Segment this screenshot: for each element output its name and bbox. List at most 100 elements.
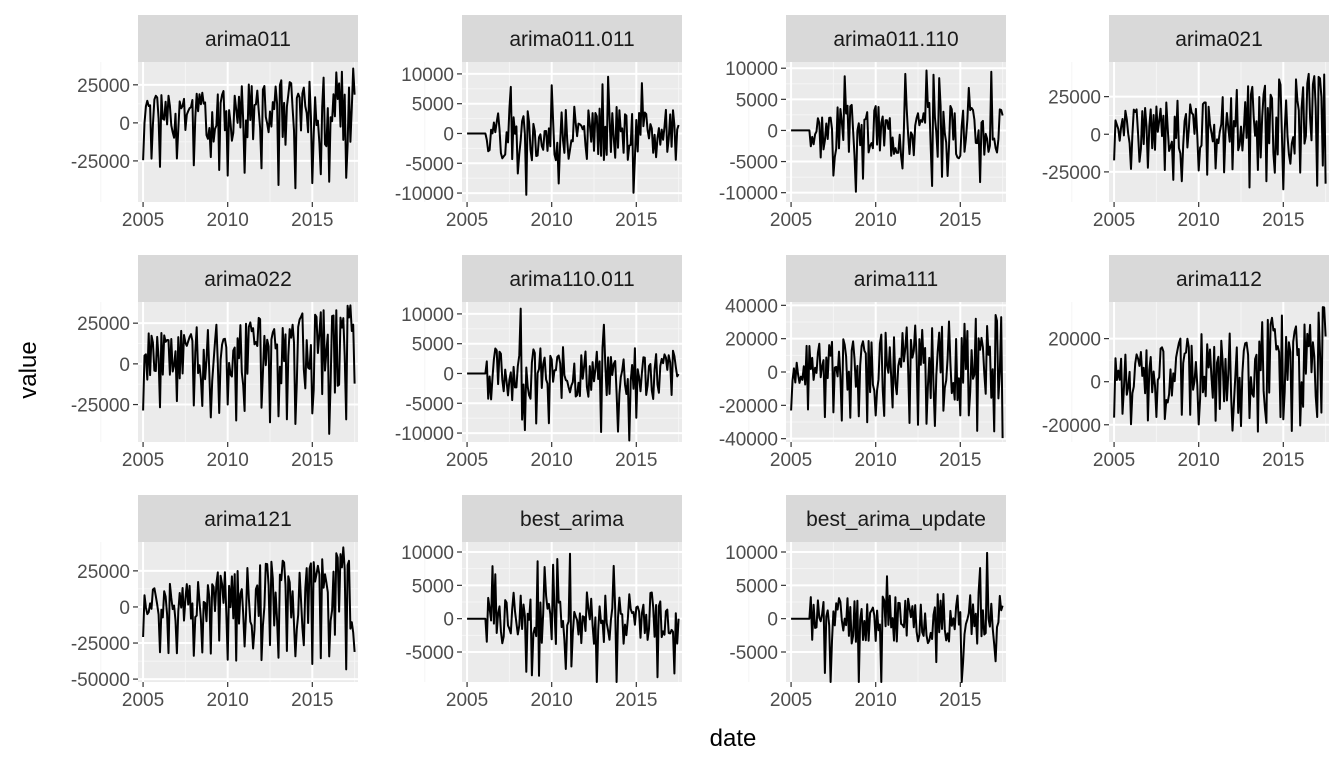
x-tick-label: 2005 — [770, 210, 812, 231]
facet-panel-best_arima_update: best_arima_update 2005 2010 2015 -5000 0 5000 1… — [725, 495, 1006, 711]
facet-panel-best_arima: best_arima 2005 2010 2015 -5000 0 5000 10000 — [401, 495, 682, 711]
x-tick-label: 2005 — [770, 690, 812, 711]
facet-strip — [462, 255, 682, 302]
x-tick-label: 2015 — [1262, 450, 1304, 471]
x-tick-label: 2010 — [207, 210, 249, 231]
facet-strip-label: arima111 — [854, 268, 938, 291]
series-line-arima110.011 — [467, 307, 680, 442]
facet-strip-label: arima112 — [1176, 268, 1262, 291]
series-line-arima021 — [1113, 72, 1327, 191]
facet-strip — [138, 495, 358, 542]
x-tick-label: 2015 — [615, 450, 657, 471]
facet-strip-label: arima011.011 — [509, 28, 634, 51]
y-tick-label: -10000 — [395, 424, 454, 445]
y-tick-label: 25000 — [77, 562, 130, 583]
y-tick-label: -5000 — [405, 394, 454, 415]
x-tick-label: 2010 — [207, 690, 249, 711]
series-line-best_arima_update — [791, 551, 1004, 683]
facet-strip-label: arima011 — [205, 28, 291, 51]
y-tick-label: -25000 — [1042, 163, 1101, 184]
x-tick-label: 2015 — [1262, 210, 1304, 231]
facet-strip — [462, 15, 682, 62]
y-tick-label: 0 — [767, 121, 778, 142]
x-tick-label: 2010 — [531, 690, 573, 711]
facet-panel-arima111: arima111 2005 2010 2015 -40000 -20000 0 20000 40… — [719, 255, 1006, 471]
y-tick-label: 25000 — [77, 76, 130, 97]
x-tick-label: 2015 — [939, 690, 981, 711]
series-line-arima011.011 — [467, 75, 680, 196]
y-tick-label: 20000 — [725, 330, 778, 351]
x-tick-label: 2010 — [855, 690, 897, 711]
series-line-arima111 — [790, 314, 1004, 439]
x-tick-label: 2015 — [615, 210, 657, 231]
y-tick-label: -20000 — [719, 396, 778, 417]
facet-strip-label: arima021 — [1175, 28, 1263, 51]
y-tick-label: 10000 — [725, 543, 778, 564]
facet-panel-arima011.011: arima011.011 2005 2010 2015 -10000 -5000 0 5000… — [395, 15, 682, 231]
facet-strip-label: best_arima_update — [806, 508, 986, 531]
facet-strip-label: arima110.011 — [509, 268, 634, 291]
facet-strip — [1109, 255, 1329, 302]
y-tick-label: 5000 — [412, 576, 454, 597]
facet-panel-arima011.110: arima011.110 2005 2010 2015 -10000 -5000 0 5000… — [719, 15, 1006, 231]
x-tick-label: 2015 — [291, 210, 333, 231]
facet-panel-arima021: arima021 2005 2010 2015 -25000 0 25000 — [1042, 15, 1329, 231]
x-tick-label: 2010 — [855, 210, 897, 231]
y-tick-label: 0 — [119, 355, 130, 376]
x-tick-label: 2010 — [531, 450, 573, 471]
y-tick-label: -5000 — [405, 154, 454, 175]
x-tick-label: 2010 — [855, 450, 897, 471]
x-tick-label: 2015 — [615, 690, 657, 711]
facet-panel-arima011: arima011 2005 2010 2015 -25000 0 25000 — [71, 15, 358, 231]
x-tick-label: 2015 — [291, 690, 333, 711]
y-tick-label: 5000 — [736, 90, 778, 111]
facet-strip — [786, 255, 1006, 302]
y-tick-label: 0 — [443, 124, 454, 145]
y-tick-label: -5000 — [405, 643, 454, 664]
y-tick-label: 5000 — [412, 335, 454, 356]
facet-panel-arima110.011: arima110.011 2005 2010 2015 -10000 -5000 0 5000… — [395, 255, 682, 471]
facet-panel-arima121: arima121 2005 2010 2015 -50000 -25000 0 25000 — [71, 495, 358, 711]
x-tick-label: 2005 — [122, 450, 164, 471]
x-tick-label: 2005 — [446, 690, 488, 711]
x-tick-label: 2010 — [1178, 210, 1220, 231]
y-tick-label: -10000 — [719, 184, 778, 205]
y-tick-label: -25000 — [71, 396, 130, 417]
facet-strip — [786, 495, 1006, 542]
facet-strip — [1109, 15, 1329, 62]
y-tick-label: 0 — [767, 363, 778, 384]
x-tick-label: 2010 — [531, 210, 573, 231]
facet-strip-label: best_arima — [520, 508, 624, 531]
x-tick-label: 2005 — [122, 690, 164, 711]
x-tick-label: 2005 — [1093, 210, 1135, 231]
facet-strip-label: arima022 — [204, 268, 292, 291]
series-line-best_arima — [467, 552, 680, 683]
y-tick-label: -40000 — [719, 430, 778, 451]
y-tick-label: 40000 — [725, 296, 778, 317]
x-tick-label: 2015 — [291, 450, 333, 471]
facet-strip — [138, 15, 358, 62]
facet-strip — [138, 255, 358, 302]
y-tick-label: 0 — [119, 598, 130, 619]
y-tick-label: -50000 — [71, 670, 130, 691]
facet-strip-label: arima121 — [204, 508, 292, 531]
facet-panel-arima112: arima112 2005 2010 2015 -20000 0 20000 — [1042, 255, 1329, 471]
series-line-arima011 — [142, 67, 356, 190]
y-tick-label: -5000 — [729, 643, 778, 664]
x-tick-label: 2005 — [446, 450, 488, 471]
y-tick-label: 10000 — [725, 59, 778, 80]
x-tick-label: 2010 — [207, 450, 249, 471]
y-tick-label: 5000 — [412, 95, 454, 116]
x-tick-label: 2015 — [939, 210, 981, 231]
series-line-arima011.110 — [791, 69, 1004, 193]
y-tick-label: 10000 — [401, 305, 454, 326]
y-tick-label: -5000 — [729, 153, 778, 174]
y-tick-label: -20000 — [1042, 416, 1101, 437]
y-tick-label: 0 — [119, 114, 130, 135]
y-tick-label: 0 — [1090, 125, 1101, 146]
y-tick-label: 5000 — [736, 576, 778, 597]
x-tick-label: 2005 — [770, 450, 812, 471]
x-tick-label: 2005 — [446, 210, 488, 231]
